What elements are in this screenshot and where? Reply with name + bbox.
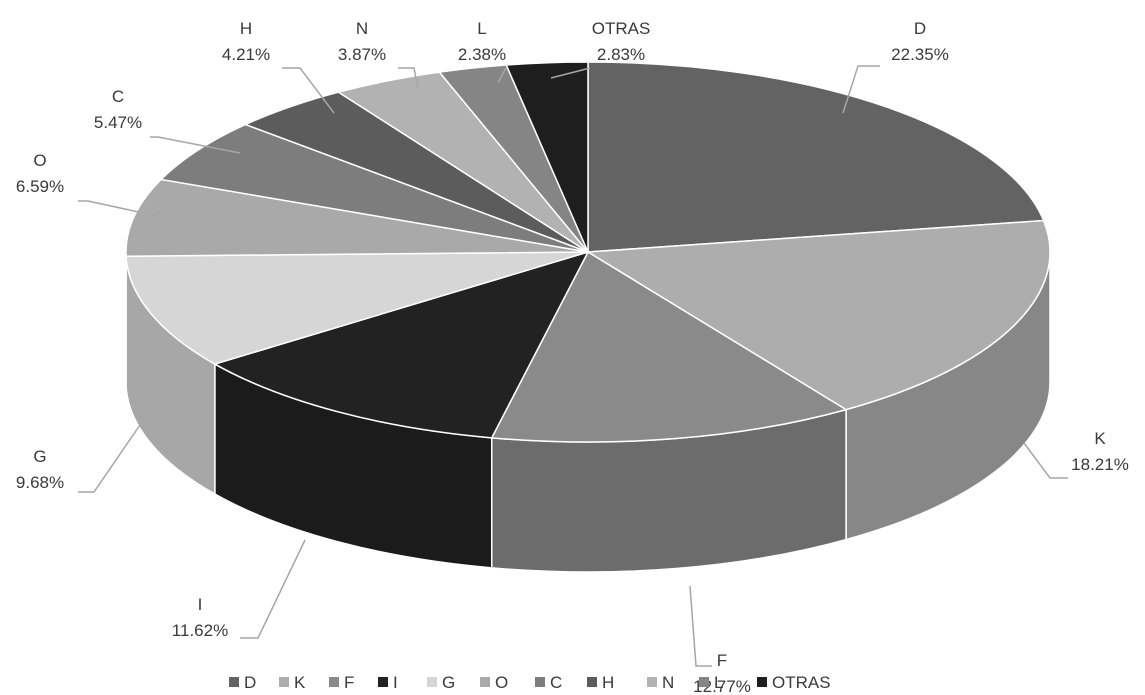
pie-slice-otras xyxy=(505,61,589,253)
legend-label-d: D xyxy=(244,673,256,692)
leader-lines xyxy=(78,65,1068,667)
legend: D K F I G O C H N L OTRAS xyxy=(229,673,831,692)
legend-swatch-h xyxy=(587,677,597,687)
leader-line-n xyxy=(398,67,419,90)
legend-swatch-c xyxy=(535,677,545,687)
legend-label-otras: OTRAS xyxy=(772,673,831,692)
data-label-category-c: C xyxy=(112,87,124,106)
leader-line-l xyxy=(497,67,507,84)
data-label-value-c: 5.47% xyxy=(94,113,142,132)
data-label-value-otras: 2.83% xyxy=(597,45,645,64)
data-label-value-g: 9.68% xyxy=(16,473,64,492)
pie-slice-f xyxy=(490,250,848,443)
data-label-value-l: 2.38% xyxy=(458,45,506,64)
legend-swatch-otras xyxy=(757,677,767,687)
legend-swatch-d xyxy=(229,677,239,687)
data-label-category-d: D xyxy=(914,19,926,38)
data-label-category-i: I xyxy=(198,595,203,614)
legend-swatch-l xyxy=(699,677,709,687)
data-label-category-k: K xyxy=(1094,429,1106,448)
data-label-category-l: L xyxy=(477,19,486,38)
pie-slice-d xyxy=(587,61,1045,253)
data-label-value-n: 3.87% xyxy=(338,45,386,64)
pie-slice-g xyxy=(125,251,589,365)
data-label-category-h: H xyxy=(240,19,252,38)
data-label-value-h: 4.21% xyxy=(222,45,270,64)
legend-swatch-i xyxy=(378,677,388,687)
leader-line-h xyxy=(282,67,335,114)
legend-swatch-k xyxy=(279,677,289,687)
data-label-value-i: 11.62% xyxy=(172,621,228,640)
leader-line-otras xyxy=(550,67,591,79)
pie-top-slices xyxy=(125,61,1051,443)
leader-line-c xyxy=(150,136,241,154)
legend-swatch-n xyxy=(647,677,657,687)
data-label-value-o: 6.59% xyxy=(16,177,64,196)
legend-label-n: N xyxy=(662,673,674,692)
legend-label-f: F xyxy=(344,673,354,692)
legend-swatch-f xyxy=(329,677,339,687)
leader-line-f xyxy=(689,585,712,667)
leader-line-d xyxy=(842,65,880,114)
legend-swatch-o xyxy=(480,677,490,687)
legend-label-o: O xyxy=(495,673,508,692)
data-label-category-o: O xyxy=(33,151,46,170)
data-label-category-otras: OTRAS xyxy=(592,19,651,38)
legend-label-h: H xyxy=(602,673,614,692)
data-label-category-g: G xyxy=(33,447,46,466)
legend-label-g: G xyxy=(442,673,455,692)
leader-line-i xyxy=(240,539,306,639)
data-label-value-d: 22.35% xyxy=(891,45,949,64)
data-labels: D22.35%K18.21%F12.77%I11.62%G9.68%O6.59%… xyxy=(16,19,1129,695)
data-label-value-k: 18.21% xyxy=(1071,455,1129,474)
legend-label-c: C xyxy=(550,673,562,692)
leader-line-g xyxy=(78,424,141,493)
legend-label-l: L xyxy=(714,673,723,692)
legend-label-k: K xyxy=(294,673,306,692)
leader-line-o xyxy=(78,200,158,217)
pie-sides xyxy=(125,251,1051,573)
data-label-category-n: N xyxy=(356,19,368,38)
pie-slice-o xyxy=(125,178,589,257)
pie-slice-i xyxy=(212,250,590,439)
legend-label-i: I xyxy=(393,673,398,692)
pie-slice-k xyxy=(585,219,1051,411)
legend-swatch-g xyxy=(427,677,437,687)
pie-slice-c xyxy=(159,123,589,253)
leader-line-k xyxy=(1023,442,1068,479)
data-label-category-f: F xyxy=(717,651,727,670)
